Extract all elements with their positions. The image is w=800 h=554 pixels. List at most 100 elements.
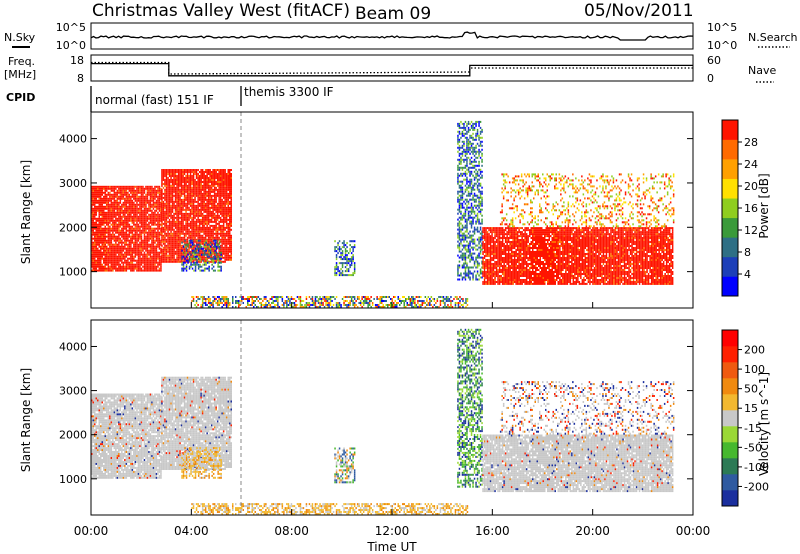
power-cell — [459, 251, 461, 253]
power-cell — [423, 302, 425, 304]
power-cell — [118, 266, 120, 268]
power-cell — [163, 261, 165, 263]
power-cell — [186, 244, 188, 246]
power-cell — [203, 229, 205, 231]
power-cell — [179, 257, 181, 259]
power-cell — [381, 296, 383, 298]
power-cell — [111, 262, 113, 264]
power-cell — [226, 253, 228, 255]
power-cell — [129, 202, 131, 204]
power-cell — [231, 193, 233, 195]
power-cell — [261, 304, 263, 306]
power-cell — [192, 252, 194, 254]
power-cell — [181, 233, 183, 235]
power-cell — [352, 246, 354, 248]
power-cell — [217, 223, 219, 225]
power-cell — [129, 262, 131, 264]
power-cell — [188, 237, 190, 239]
power-cell — [191, 179, 193, 181]
power-cell — [175, 243, 177, 245]
power-cell — [207, 256, 209, 258]
power-cell — [337, 252, 339, 254]
power-cell — [179, 171, 181, 173]
power-cell — [148, 226, 150, 228]
power-cell — [145, 256, 147, 258]
power-cell — [108, 204, 110, 206]
power-cell — [199, 231, 201, 233]
power-cell — [123, 238, 125, 240]
power-cell — [153, 194, 155, 196]
power-cell — [312, 296, 314, 298]
power-cell — [224, 255, 226, 257]
power-cell — [270, 304, 272, 306]
power-cell — [133, 270, 135, 272]
power-cell — [208, 191, 210, 193]
power-cell — [231, 217, 233, 219]
power-cell — [173, 249, 175, 251]
power-cell — [462, 304, 464, 306]
power-cell — [229, 177, 231, 179]
power-cell — [228, 241, 230, 243]
power-cell — [102, 218, 104, 220]
power-cell — [103, 246, 105, 248]
power-cell — [459, 169, 461, 171]
power-cell — [220, 256, 222, 258]
power-cell — [100, 252, 102, 254]
power-cell — [135, 234, 137, 236]
power-cell — [172, 205, 174, 207]
nave-tick-bottom: 0 — [707, 72, 714, 85]
power-cell — [118, 224, 120, 226]
power-cell — [141, 218, 143, 220]
power-cell — [135, 212, 137, 214]
power-cell — [462, 195, 464, 197]
power-cell — [178, 233, 180, 235]
power-cell — [135, 200, 137, 202]
power-cell — [178, 171, 180, 173]
power-cell — [170, 231, 172, 233]
power-cell — [184, 199, 186, 201]
power-cell — [340, 256, 342, 258]
power-cell — [141, 264, 143, 266]
power-cell — [205, 264, 207, 266]
power-cell — [118, 242, 120, 244]
power-cell — [147, 224, 149, 226]
power-cell — [111, 230, 113, 232]
power-cell — [120, 270, 122, 272]
power-cell — [226, 302, 228, 304]
power-cell — [133, 246, 135, 248]
power-cell — [156, 186, 158, 188]
power-cell — [102, 252, 104, 254]
power-cell — [151, 262, 153, 264]
power-cell — [94, 246, 96, 248]
power-cell — [109, 218, 111, 220]
power-cell — [223, 229, 225, 231]
power-cell — [170, 171, 172, 173]
power-cell — [178, 231, 180, 233]
power-cell — [228, 302, 230, 304]
power-cell — [103, 218, 105, 220]
power-cell — [327, 304, 329, 306]
power-cell — [213, 262, 215, 264]
power-cell — [129, 242, 131, 244]
power-cell — [202, 241, 204, 243]
power-cell — [124, 266, 126, 268]
power-cell — [200, 205, 202, 207]
power-cell — [96, 260, 98, 262]
power-cell — [354, 244, 356, 246]
power-cell — [172, 253, 174, 255]
power-cell — [96, 194, 98, 196]
power-cell — [138, 186, 140, 188]
power-cell — [231, 245, 233, 247]
power-cell — [118, 220, 120, 222]
power-cell — [217, 191, 219, 193]
power-cell — [97, 192, 99, 194]
power-cell — [130, 218, 132, 220]
power-cell — [217, 233, 219, 235]
power-cell — [100, 270, 102, 272]
power-cell — [209, 227, 211, 229]
power-cell — [114, 220, 116, 222]
power-cell — [115, 250, 117, 252]
power-cell — [114, 234, 116, 236]
power-cell — [108, 214, 110, 216]
power-cell — [144, 202, 146, 204]
